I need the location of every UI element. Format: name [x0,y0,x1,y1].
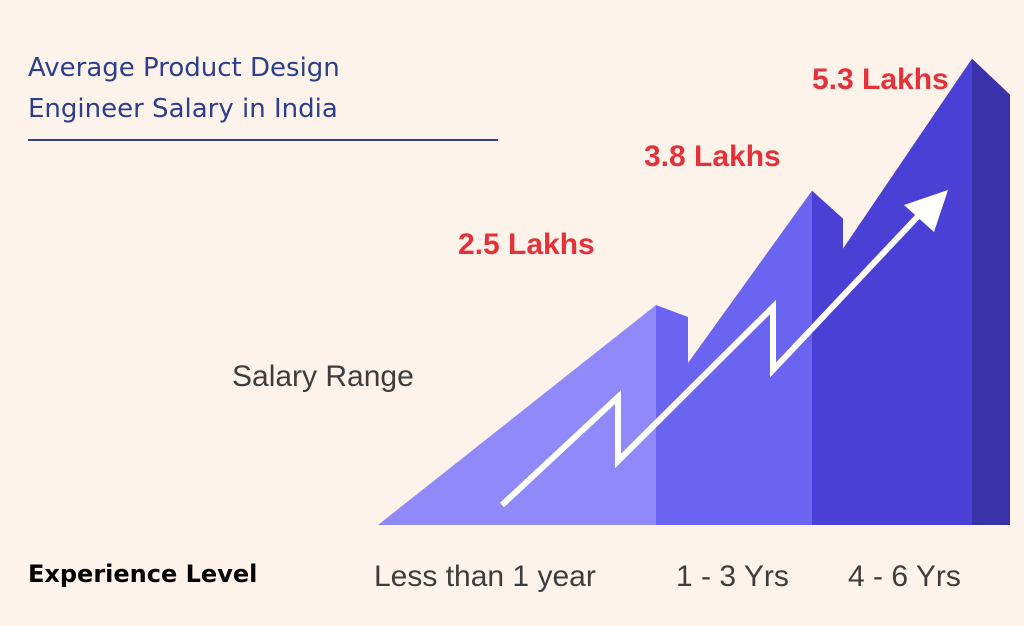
bar-step-3-side [972,58,1010,525]
title-divider [28,139,498,141]
bar-step-3 [812,58,972,525]
title-line-1: Average Product Design [28,53,340,83]
category-label-2: 1 - 3 Yrs [676,560,789,593]
category-label-1: Less than 1 year [374,560,596,593]
trend-arrow-head-icon [904,190,948,232]
value-label-1: 2.5 Lakhs [458,228,595,261]
trend-arrow-line [499,209,925,508]
title-line-2: Engineer Salary in India [28,94,338,124]
bar-step-2 [656,190,812,525]
bar-step-1 [378,305,656,525]
chart-title: Average Product Design Engineer Salary i… [28,48,340,130]
value-label-2: 3.8 Lakhs [644,140,781,173]
category-label-3: 4 - 6 Yrs [848,560,961,593]
y-axis-label: Salary Range [232,360,414,393]
x-axis-label: Experience Level [28,560,258,588]
value-label-3: 5.3 Lakhs [812,63,949,96]
